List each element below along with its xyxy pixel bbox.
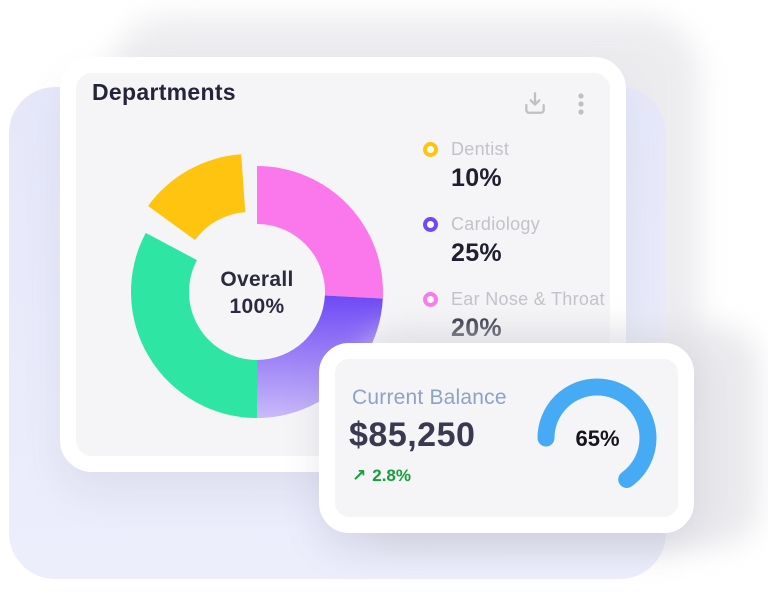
legend-row: Dentist xyxy=(423,139,623,160)
more-options-button[interactable] xyxy=(566,89,596,119)
legend-row: Cardiology xyxy=(423,214,623,235)
current-balance-card xyxy=(319,343,694,533)
legend-label: Ear Nose & Throat xyxy=(451,289,605,309)
donut-segment xyxy=(257,295,383,418)
balance-gauge-chart xyxy=(537,378,657,498)
balance-gauge-arc xyxy=(537,378,657,498)
gauge-value-label: 65% xyxy=(575,426,620,451)
legend-item-cardiology: Cardiology 25% xyxy=(423,214,623,268)
legend-value: 25% xyxy=(451,239,502,267)
trend-value: 2.8% xyxy=(372,466,411,485)
departments-card-title: Departments xyxy=(92,79,236,105)
legend-label: Cardiology xyxy=(451,214,541,234)
legend-row: Ear Nose & Throat xyxy=(423,289,623,310)
donut-center-line2: 100% xyxy=(229,295,285,318)
donut-center-label: Overall 100% xyxy=(187,266,327,320)
balance-amount: $85,250 xyxy=(349,416,476,454)
balance-card-title: Current Balance xyxy=(352,386,507,409)
donut-segment xyxy=(131,232,257,418)
donut-center-line1: Overall xyxy=(220,268,294,291)
donut-chart-segments xyxy=(131,154,384,418)
trend-up-arrow-icon: ↗ xyxy=(352,466,367,485)
legend-label: Dentist xyxy=(451,139,510,159)
download-icon xyxy=(525,92,545,114)
kebab-menu-icon xyxy=(578,93,584,115)
download-button[interactable] xyxy=(520,88,550,118)
balance-trend: ↗ 2.8% xyxy=(352,466,411,486)
legend-item-dentist: Dentist 10% xyxy=(423,139,623,193)
legend-bullet-icon xyxy=(423,292,438,307)
legend-value: 10% xyxy=(451,164,502,192)
legend-bullet-icon xyxy=(423,142,438,157)
donut-segment xyxy=(257,166,384,299)
departments-donut-chart xyxy=(131,154,384,418)
donut-segment xyxy=(148,154,246,241)
legend-bullet-icon xyxy=(423,217,438,232)
